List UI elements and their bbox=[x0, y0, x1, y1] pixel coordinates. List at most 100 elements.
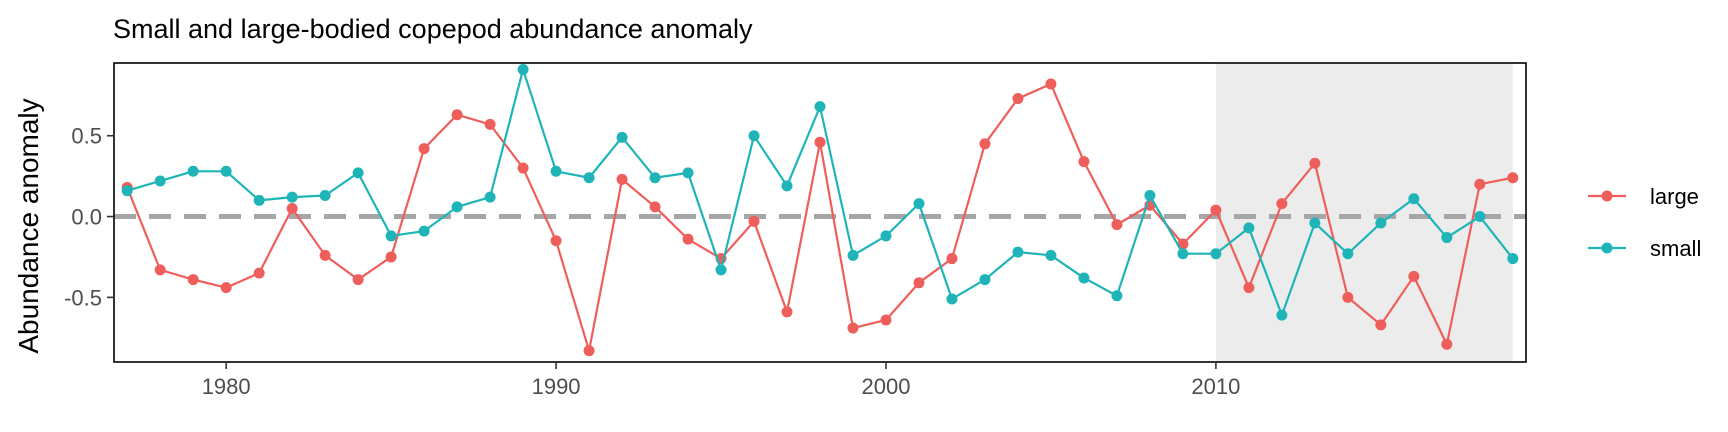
data-point-small bbox=[286, 191, 298, 203]
series-large bbox=[121, 78, 1519, 357]
data-point-large bbox=[1474, 178, 1486, 190]
data-point-small bbox=[1243, 222, 1255, 234]
data-point-small bbox=[484, 191, 496, 203]
axes: 1980 1990 2000 2010 0.5 0.0 -0.5 bbox=[64, 124, 1240, 399]
data-point-small bbox=[979, 274, 991, 286]
data-point-large bbox=[1045, 78, 1057, 90]
data-point-small bbox=[1210, 248, 1222, 260]
data-point-large bbox=[1243, 282, 1255, 294]
data-point-large bbox=[1408, 270, 1420, 282]
data-point-large bbox=[1309, 157, 1321, 169]
data-point-large bbox=[946, 253, 958, 265]
data-point-small bbox=[121, 185, 133, 197]
data-point-large bbox=[187, 274, 199, 286]
data-point-large bbox=[1276, 198, 1288, 210]
data-point-large bbox=[253, 267, 265, 279]
series-layer bbox=[121, 63, 1519, 357]
x-tick-label: 2000 bbox=[862, 374, 911, 399]
data-point-large bbox=[583, 345, 595, 357]
data-point-large bbox=[385, 251, 397, 263]
series-small bbox=[121, 63, 1519, 321]
data-point-large bbox=[418, 143, 430, 155]
data-point-small bbox=[220, 165, 232, 177]
data-point-small bbox=[1441, 232, 1453, 244]
data-point-small bbox=[1078, 272, 1090, 284]
data-point-small bbox=[319, 190, 331, 202]
data-point-large bbox=[352, 274, 364, 286]
y-tick-label: -0.5 bbox=[64, 285, 102, 310]
data-point-small bbox=[1474, 211, 1486, 223]
data-point-large bbox=[319, 249, 331, 261]
data-point-large bbox=[1078, 156, 1090, 168]
shaded-region-layer bbox=[1215, 63, 1513, 362]
data-point-small bbox=[682, 167, 694, 179]
data-point-large bbox=[781, 306, 793, 318]
data-point-small bbox=[1507, 253, 1519, 265]
data-point-small bbox=[1144, 190, 1156, 202]
data-point-small bbox=[1408, 193, 1420, 205]
data-point-small bbox=[517, 63, 529, 75]
data-point-small bbox=[1111, 290, 1123, 302]
data-point-large bbox=[748, 215, 760, 227]
data-point-small bbox=[1342, 248, 1354, 260]
data-point-small bbox=[550, 165, 562, 177]
data-point-large bbox=[814, 136, 826, 148]
legend-item-large: large bbox=[1588, 184, 1699, 209]
data-point-small bbox=[1309, 217, 1321, 229]
data-point-large bbox=[682, 233, 694, 245]
plot-frame bbox=[113, 62, 1527, 363]
data-point-large bbox=[979, 138, 991, 150]
data-point-large bbox=[286, 202, 298, 214]
data-point-large bbox=[616, 173, 628, 185]
data-point-small bbox=[748, 130, 760, 142]
data-point-small bbox=[1375, 217, 1387, 229]
legend-label: small bbox=[1650, 236, 1701, 261]
data-point-large bbox=[154, 264, 166, 276]
y-axis-title: Abundance anomaly bbox=[13, 98, 44, 353]
data-point-large bbox=[649, 201, 661, 213]
data-point-large bbox=[1342, 291, 1354, 303]
data-point-small bbox=[814, 101, 826, 113]
data-point-small bbox=[418, 225, 430, 237]
data-point-large bbox=[484, 118, 496, 130]
data-point-large bbox=[880, 314, 892, 326]
data-point-large bbox=[1210, 204, 1222, 216]
data-point-large bbox=[550, 235, 562, 247]
data-point-small bbox=[187, 165, 199, 177]
data-point-large bbox=[451, 109, 463, 121]
data-point-large bbox=[1375, 319, 1387, 331]
data-point-large bbox=[517, 162, 529, 174]
data-point-large bbox=[220, 282, 232, 294]
data-point-large bbox=[1441, 338, 1453, 350]
data-point-small bbox=[1276, 309, 1288, 321]
data-point-small bbox=[913, 198, 925, 210]
x-tick-label: 2010 bbox=[1191, 374, 1240, 399]
data-point-small bbox=[1045, 249, 1057, 261]
data-point-small bbox=[1177, 248, 1189, 260]
data-point-large bbox=[847, 322, 859, 334]
data-point-small bbox=[781, 180, 793, 192]
legend-item-small: small bbox=[1588, 236, 1701, 261]
data-point-small bbox=[451, 201, 463, 213]
shaded-region bbox=[1215, 63, 1513, 362]
y-tick-label: 0.5 bbox=[71, 124, 102, 149]
data-point-small bbox=[352, 167, 364, 179]
data-point-small bbox=[847, 249, 859, 261]
data-point-small bbox=[1012, 246, 1024, 258]
legend-key-point bbox=[1601, 190, 1613, 202]
legend: large small bbox=[1588, 184, 1701, 261]
data-point-small bbox=[253, 194, 265, 206]
x-tick-label: 1990 bbox=[532, 374, 581, 399]
data-point-small bbox=[880, 230, 892, 242]
data-point-large bbox=[913, 277, 925, 289]
data-point-small bbox=[616, 131, 628, 143]
legend-key-point bbox=[1601, 242, 1613, 254]
data-point-small bbox=[946, 293, 958, 305]
y-tick-label: 0.0 bbox=[71, 205, 102, 230]
data-point-large bbox=[1012, 93, 1024, 105]
data-point-small bbox=[154, 175, 166, 187]
data-point-small bbox=[715, 264, 727, 276]
data-point-small bbox=[385, 230, 397, 242]
legend-label: large bbox=[1650, 184, 1699, 209]
